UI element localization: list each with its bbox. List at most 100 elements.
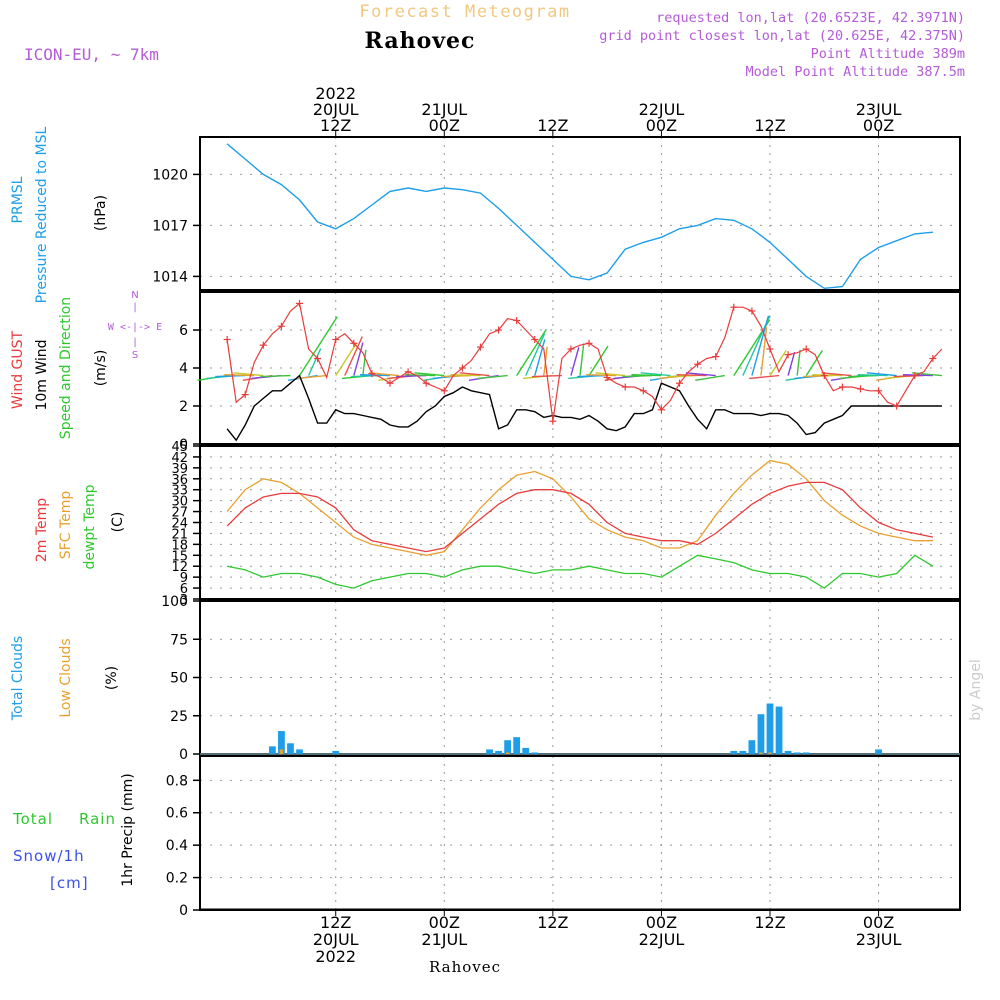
time-label-bottom: 00Z <box>429 913 460 932</box>
wind-direction-arrow <box>579 343 585 376</box>
y-tick-label: 0.2 <box>166 871 188 887</box>
total-cloud-bar <box>522 747 530 754</box>
compass-n: N <box>131 290 138 301</box>
model-name: ICON-EU, ~ 7km <box>24 45 159 64</box>
wind-direction-arrow <box>857 373 888 377</box>
time-label-bottom: 20JUL <box>313 930 359 949</box>
y-tick-label: 0.4 <box>166 838 188 854</box>
y-tick-label: 100 <box>161 594 188 610</box>
side-label-dewpt: dewpt Temp <box>82 484 98 569</box>
y-tick-label: 1014 <box>152 269 188 285</box>
y-tick-label: 33 <box>171 484 188 499</box>
low-cloud-bar <box>759 752 763 754</box>
y-axis-label: (C) <box>110 512 126 533</box>
wind-direction-arrow <box>344 336 363 376</box>
time-label-bottom: 12Z <box>754 913 785 932</box>
total-cloud-bar <box>287 743 294 754</box>
y-tick-label: 15 <box>171 549 188 564</box>
compass-bar: | <box>133 302 136 313</box>
time-label-top: 00Z <box>429 116 460 135</box>
time-label-top: 21JUL <box>421 100 467 119</box>
time-label-top: 2022 <box>315 84 356 103</box>
wind-direction-arrow <box>676 373 707 377</box>
watermark: by Angel <box>968 659 984 720</box>
info-line: grid point closest lon,lat (20.625E, 42.… <box>599 28 965 44</box>
panel-frame-pressure <box>199 136 961 291</box>
wind-direction-arrow <box>586 373 617 377</box>
y-tick-label: 25 <box>170 709 188 725</box>
y-tick-label: 42 <box>171 451 188 466</box>
time-label-bottom: 12Z <box>537 913 568 932</box>
side-label-prmsl: PRMSL <box>10 176 26 223</box>
wind-direction-arrow <box>751 315 770 376</box>
y-tick-label: 36 <box>171 473 188 488</box>
time-label-top: 22JUL <box>639 100 685 119</box>
y-tick-label: 9 <box>180 571 188 586</box>
y-tick-label: 3 <box>180 593 188 608</box>
wind-direction-arrow <box>912 372 942 377</box>
wind-direction-arrow <box>450 373 481 377</box>
compass-we: W <-|-> E <box>108 322 162 333</box>
y-tick-label: 45 <box>171 440 188 455</box>
wind-direction-arrow <box>570 347 580 376</box>
wind-direction-arrow <box>224 373 255 377</box>
wind-direction-arrow <box>821 372 852 377</box>
y-tick-label: 30 <box>171 495 188 510</box>
wind-direction-arrow <box>787 351 796 376</box>
time-label-bottom: 00Z <box>646 913 677 932</box>
y-axis-label: (hPa) <box>93 195 109 231</box>
side-label-total-clouds: Total Clouds <box>10 636 26 721</box>
time-label-bottom: 22JUL <box>639 930 685 949</box>
y-tick-label: 50 <box>170 671 188 687</box>
total-cloud-bar <box>504 740 512 754</box>
total-cloud-bar <box>802 752 810 754</box>
y-tick-label: 0.8 <box>166 773 188 789</box>
wind-direction-arrow <box>477 374 508 380</box>
wind-direction-arrow <box>516 328 547 376</box>
y-axis-label: 1hr Precip (mm) <box>120 773 136 886</box>
y-axis-label: (m/s) <box>93 350 109 387</box>
wind-direction-arrow <box>260 374 291 378</box>
low-cloud-bar <box>768 752 772 754</box>
series-line-gust <box>226 302 943 422</box>
label-snow: Snow/1h <box>13 847 85 865</box>
total-cloud-bar <box>793 752 801 754</box>
y-tick-label: 27 <box>171 506 188 521</box>
info-line: requested lon,lat (20.6523E, 42.3971N) <box>656 10 965 26</box>
total-cloud-bar <box>486 749 493 754</box>
total-cloud-bar <box>757 714 765 754</box>
total-cloud-bar <box>268 746 276 754</box>
y-tick-label: 1020 <box>152 167 188 183</box>
side-label-wind: 10m Wind <box>34 339 50 410</box>
wind-direction-arrow <box>233 372 264 377</box>
time-label-top: 20JUL <box>313 100 359 119</box>
panel-frame-wind <box>199 291 961 445</box>
label-rain: Rain <box>79 810 116 828</box>
wind-direction-arrow <box>525 333 546 376</box>
wind-direction-arrow <box>695 374 725 381</box>
compass-s: S <box>132 350 138 361</box>
y-tick-label: 1017 <box>152 218 188 234</box>
total-cloud-bar <box>784 750 792 754</box>
total-cloud-bar <box>278 731 285 754</box>
low-cloud-bar <box>279 749 284 754</box>
y-tick-label: 2 <box>179 399 188 415</box>
total-cloud-bar <box>495 750 502 754</box>
wind-direction-arrow <box>335 342 358 376</box>
wind-direction-arrow <box>296 374 327 380</box>
time-label-top: 00Z <box>646 116 677 135</box>
panel-frame-precip <box>199 755 961 911</box>
total-cloud-bar <box>775 706 783 754</box>
wind-direction-arrow <box>362 349 367 376</box>
time-label-bottom: 21JUL <box>421 930 467 949</box>
location-title: Rahovec <box>365 28 476 54</box>
wind-direction-arrow <box>685 372 716 377</box>
wind-direction-arrow <box>595 372 626 377</box>
series-line-sfc-temp <box>226 459 933 556</box>
wind-direction-arrow <box>307 348 322 376</box>
product-title: Forecast Meteogram <box>359 2 570 22</box>
series-line-wind <box>226 374 942 442</box>
y-tick-label: 18 <box>171 538 188 553</box>
y-tick-label: 6 <box>179 323 188 339</box>
